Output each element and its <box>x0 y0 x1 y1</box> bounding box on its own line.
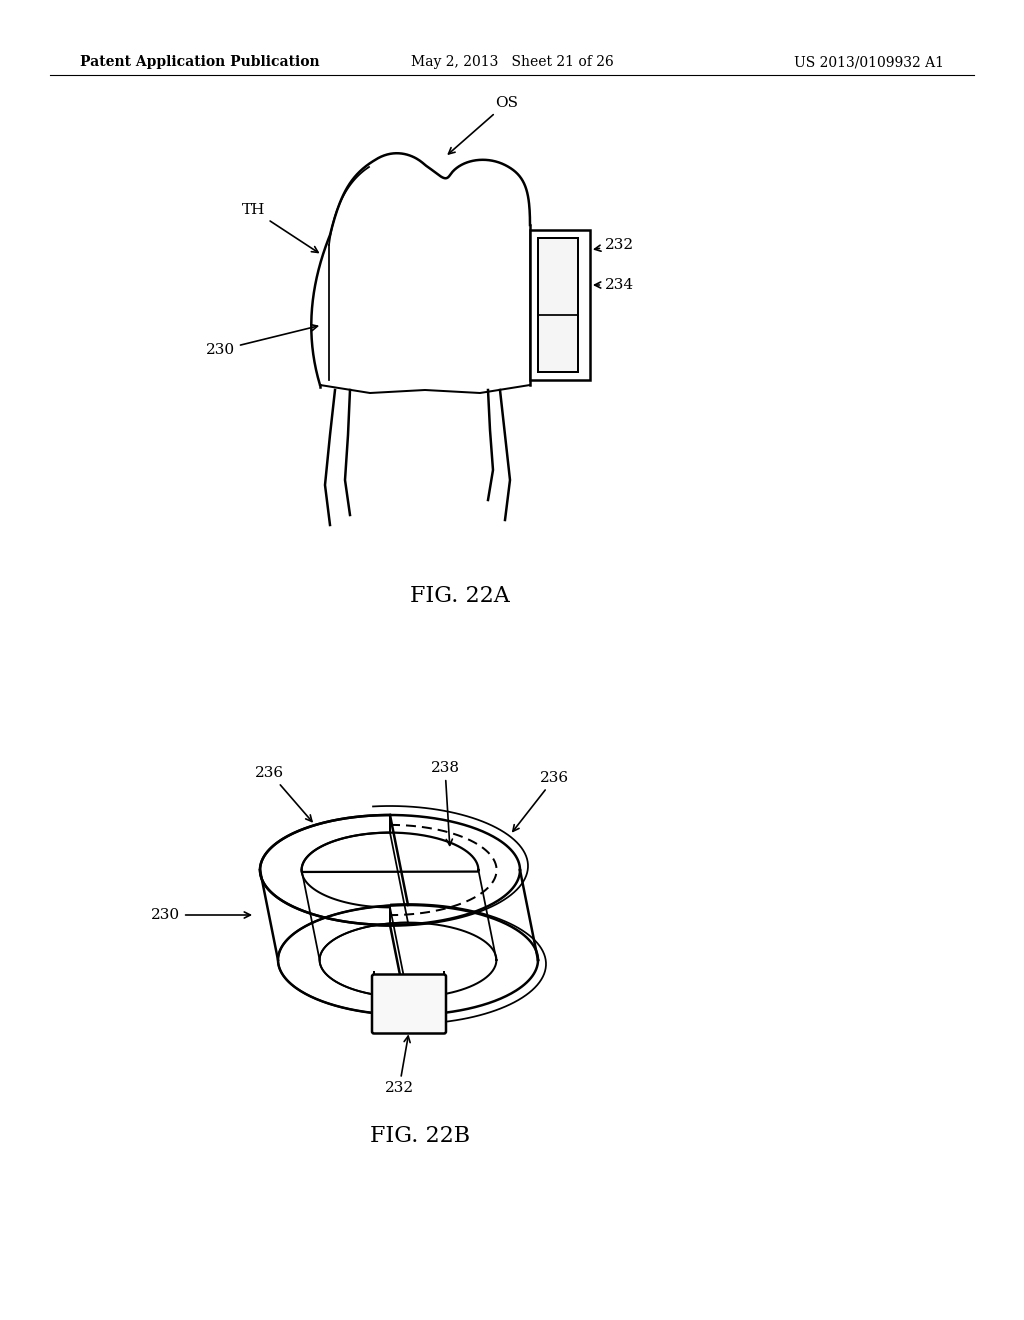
Text: FIG. 22A: FIG. 22A <box>411 585 510 607</box>
Text: 230: 230 <box>206 325 317 356</box>
Text: May 2, 2013   Sheet 21 of 26: May 2, 2013 Sheet 21 of 26 <box>411 55 613 69</box>
Text: FIG. 22B: FIG. 22B <box>370 1125 470 1147</box>
Text: US 2013/0109932 A1: US 2013/0109932 A1 <box>794 55 944 69</box>
Text: TH: TH <box>242 203 318 252</box>
Text: 236: 236 <box>513 771 569 832</box>
Text: 234: 234 <box>595 279 634 292</box>
Bar <box>530 230 590 380</box>
Bar <box>538 238 578 372</box>
Text: 232: 232 <box>595 238 634 252</box>
Text: OS: OS <box>449 96 518 154</box>
Text: 236: 236 <box>255 766 312 821</box>
Text: Patent Application Publication: Patent Application Publication <box>80 55 319 69</box>
Text: 232: 232 <box>384 1036 414 1096</box>
Text: 230: 230 <box>151 908 250 921</box>
Text: 238: 238 <box>430 762 460 845</box>
FancyBboxPatch shape <box>372 974 446 1034</box>
